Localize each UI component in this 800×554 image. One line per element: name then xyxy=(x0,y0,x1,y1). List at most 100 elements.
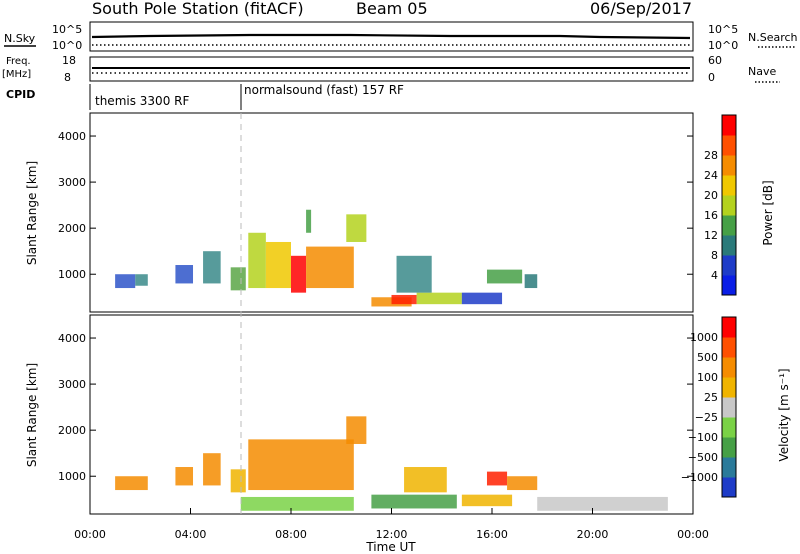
velocity-echo-patch xyxy=(404,467,447,493)
power-cbar-segment xyxy=(722,155,736,176)
power-cbar-tick-label: 28 xyxy=(704,149,718,162)
time-x-ticks: 00:00 04:00 08:00 12:00 16:00 20:00 00:00 xyxy=(74,508,709,541)
power-echo-patch xyxy=(175,265,194,284)
velocity-echo-patch xyxy=(115,476,148,491)
velocity-cbar-segment xyxy=(722,377,736,398)
power-ylabel: Slant Range [km] xyxy=(25,161,39,265)
power-echo-patch xyxy=(396,255,432,293)
nsky-label: N.Sky xyxy=(4,32,36,45)
power-cbar-tick-label: 16 xyxy=(704,209,718,222)
velocity-echo-patch xyxy=(346,416,367,444)
velocity-cbar-tick-label: 500 xyxy=(697,351,718,364)
power-ytick-label: 1000 xyxy=(58,268,86,281)
nave-tick-bottom: 0 xyxy=(708,71,715,84)
velocity-cbar-segment xyxy=(722,417,736,438)
nave-tick-top: 60 xyxy=(708,54,722,67)
velocity-cbar-segment xyxy=(722,337,736,358)
cpid-segment-1: themis 3300 RF xyxy=(95,94,189,108)
velocity-cbar-tick-label: 1000 xyxy=(690,331,718,344)
power-echo-patch xyxy=(230,267,246,291)
time-tick-label: 16:00 xyxy=(476,528,508,541)
freq-unit: [MHz] xyxy=(2,69,31,80)
nsky-tick-bottom: 10^0 xyxy=(52,39,82,52)
velocity-echo-patch xyxy=(371,494,457,509)
velocity-ytick-label: 4000 xyxy=(58,332,86,345)
velocity-cbar-tick-label: −100 xyxy=(688,431,718,444)
power-cbar-tick-label: 12 xyxy=(704,229,718,242)
velocity-cbar-tick-label: −500 xyxy=(688,451,718,464)
nsky-panel: N.Sky 10^5 10^0 10^5 10^0 N.Search xyxy=(4,21,798,52)
power-echo-patch xyxy=(265,241,291,289)
freq-panel: Freq. [MHz] 18 8 60 0 Nave xyxy=(2,54,780,84)
time-tick-label: 00:00 xyxy=(74,528,106,541)
power-patches xyxy=(115,209,538,307)
power-echo-patch xyxy=(486,269,523,284)
velocity-ytick-label: 1000 xyxy=(58,470,86,483)
velocity-echo-patch xyxy=(175,467,194,486)
nsearch-label: N.Search xyxy=(748,31,798,44)
velocity-cbar-tick-label: −25 xyxy=(695,411,718,424)
power-echo-patch xyxy=(346,214,367,242)
velocity-echo-patch xyxy=(486,471,508,486)
velocity-echo-patch xyxy=(203,453,221,486)
freq-tick-bottom: 8 xyxy=(64,71,71,84)
date-label: 06/Sep/2017 xyxy=(590,0,692,18)
velocity-panel: Slant Range [km] 1000 2000 3000 4000 1000 50… xyxy=(25,314,791,554)
freq-tick-top: 18 xyxy=(62,54,76,67)
station-title: South Pole Station (fitACF) xyxy=(92,0,304,18)
velocity-colorbar: 1000 500 100 25 −25 −100 −500 −1000 xyxy=(681,316,737,498)
velocity-cbar-segment xyxy=(722,477,736,498)
time-tick-label: 04:00 xyxy=(175,528,207,541)
power-ytick-label: 4000 xyxy=(58,130,86,143)
power-cbar-frame xyxy=(721,114,737,296)
velocity-patches xyxy=(115,416,668,511)
power-colorbar: 4 8 12 16 20 24 28 xyxy=(704,114,737,296)
cpid-segment-2: normalsound (fast) 157 RF xyxy=(244,83,404,97)
power-echo-patch xyxy=(248,232,266,289)
power-echo-patch xyxy=(524,274,538,289)
power-cbar-segment xyxy=(722,135,736,156)
nave-label: Nave xyxy=(748,65,776,78)
velocity-cbar-segment xyxy=(722,397,736,418)
power-cbar-tick-label: 24 xyxy=(704,169,718,182)
velocity-ytick-label: 3000 xyxy=(58,378,86,391)
power-panel: Slant Range [km] 1000 2000 3000 4000 4 8 12 16… xyxy=(25,112,775,313)
power-echo-patch xyxy=(203,251,221,284)
power-cbar-tick-label: 20 xyxy=(704,189,718,202)
power-cbar-label: Power [dB] xyxy=(761,180,775,245)
nsky-line xyxy=(91,33,691,40)
velocity-ylabel: Slant Range [km] xyxy=(25,363,39,467)
power-cbar-segment xyxy=(722,275,736,296)
nsearch-tick-bottom: 10^0 xyxy=(708,39,738,52)
power-y-ticks: 1000 2000 3000 4000 xyxy=(58,130,693,281)
velocity-cbar-segment xyxy=(722,317,736,338)
velocity-cbar-frame xyxy=(721,316,737,498)
nsearch-tick-top: 10^5 xyxy=(708,23,738,36)
power-cbar-segment xyxy=(722,195,736,216)
time-tick-label: 08:00 xyxy=(275,528,307,541)
power-echo-patch xyxy=(135,274,148,286)
nsky-tick-top: 10^5 xyxy=(52,23,82,36)
cpid-panel: CPID themis 3300 RF normalsound (fast) 1… xyxy=(6,83,404,110)
power-cbar-tick-label: 8 xyxy=(711,249,718,262)
cpid-label: CPID xyxy=(6,88,35,101)
velocity-cbar-segment xyxy=(722,357,736,378)
power-echo-patch xyxy=(391,294,417,305)
power-cbar-segment xyxy=(722,115,736,136)
velocity-ytick-label: 2000 xyxy=(58,424,86,437)
time-xlabel: Time UT xyxy=(365,540,416,554)
time-tick-label: 20:00 xyxy=(577,528,609,541)
power-ytick-label: 2000 xyxy=(58,222,86,235)
velocity-echo-patch xyxy=(507,476,538,491)
freq-label: Freq. xyxy=(6,56,31,67)
time-tick-label: 12:00 xyxy=(376,528,408,541)
velocity-echo-patch xyxy=(248,439,354,491)
velocity-cbar-label: Velocity [m s⁻¹] xyxy=(777,368,791,461)
velocity-cbar-tick-label: 100 xyxy=(697,371,718,384)
velocity-cbar-tick-label: 25 xyxy=(704,391,718,404)
power-echo-patch xyxy=(461,292,503,305)
power-echo-patch xyxy=(115,274,136,289)
velocity-cbar-tick-label: −1000 xyxy=(681,471,718,484)
time-tick-label: 00:00 xyxy=(677,528,709,541)
